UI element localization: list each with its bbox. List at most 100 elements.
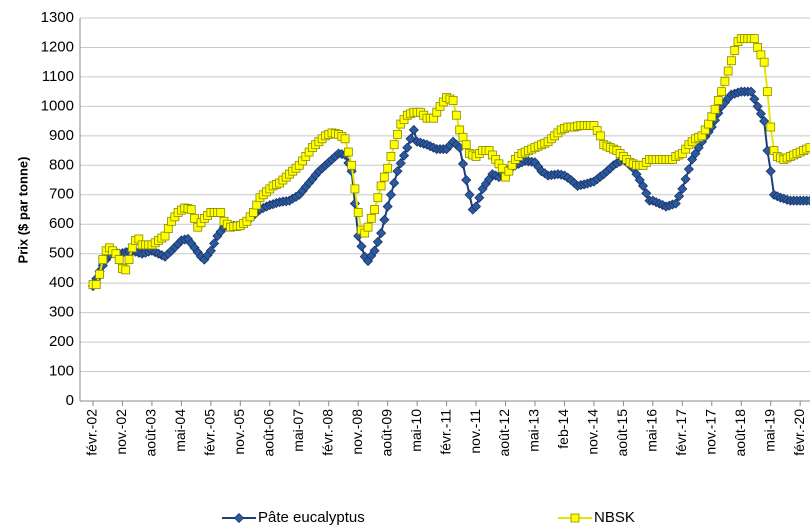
- x-tick-label: févr.-11: [437, 409, 453, 455]
- square-marker: [98, 255, 108, 264]
- square-marker: [749, 34, 759, 44]
- square-marker: [186, 205, 196, 214]
- y-tick-label: 100: [49, 363, 74, 380]
- square-marker: [370, 205, 379, 214]
- x-tick-label: août-09: [378, 409, 394, 457]
- legend-label: NBSK: [594, 509, 635, 526]
- series-0: [87, 86, 810, 292]
- square-marker: [127, 243, 137, 253]
- diamond-marker: [457, 158, 469, 169]
- square-marker: [347, 160, 357, 170]
- square-marker: [717, 87, 727, 97]
- square-marker: [340, 134, 350, 144]
- diamond-marker: [670, 198, 681, 209]
- diamond-marker: [389, 177, 400, 189]
- square-marker: [160, 231, 170, 241]
- square-marker: [249, 208, 258, 217]
- square-marker: [95, 269, 104, 279]
- square-marker: [379, 172, 389, 182]
- diamond-marker: [408, 124, 419, 136]
- y-tick-label: 900: [49, 127, 74, 144]
- y-tick-label: 1100: [42, 68, 74, 85]
- diamond-marker: [804, 195, 810, 206]
- diamond-marker: [372, 236, 383, 247]
- y-tick-label: 600: [49, 215, 74, 232]
- square-marker: [353, 208, 363, 217]
- square-marker: [376, 181, 386, 191]
- x-tick-label: nov.-05: [231, 409, 247, 455]
- square-marker: [363, 222, 373, 232]
- square-marker: [756, 50, 766, 60]
- x-tick-label: févr.-05: [202, 409, 218, 456]
- square-marker: [704, 119, 713, 129]
- square-marker: [121, 265, 131, 275]
- square-marker: [252, 200, 262, 210]
- diamond-marker: [385, 189, 396, 200]
- square-marker: [190, 213, 199, 223]
- square-marker: [759, 57, 769, 67]
- square-marker: [596, 131, 605, 141]
- diamond-marker: [392, 166, 403, 177]
- diamond-marker: [205, 245, 216, 256]
- diamond-marker: [233, 512, 245, 524]
- x-tick-label: nov.-17: [702, 409, 718, 455]
- square-marker: [720, 76, 730, 86]
- x-tick-label: févr.-02: [84, 409, 100, 456]
- diamond-marker: [356, 241, 367, 252]
- diamond-marker: [470, 201, 482, 212]
- square-marker: [766, 122, 776, 132]
- x-tick-label: nov.-11: [467, 409, 483, 454]
- x-tick-label: nov.-14: [585, 409, 601, 455]
- y-tick-label: 700: [49, 186, 74, 203]
- square-marker: [124, 255, 134, 264]
- square-marker: [389, 140, 399, 150]
- x-tick-label: mai-07: [290, 409, 306, 452]
- square-marker: [570, 513, 580, 523]
- x-tick-label: nov.-02: [113, 409, 129, 455]
- y-tick-label: 1200: [41, 38, 74, 55]
- diamond-marker: [755, 108, 766, 119]
- diamond-marker: [209, 238, 220, 249]
- square-marker: [452, 110, 461, 120]
- legend-label: Pâte eucalyptus: [258, 509, 365, 526]
- square-marker: [91, 280, 101, 290]
- x-tick-label: mai-04: [172, 409, 188, 452]
- y-axis-title: Prix ($ par tonne): [15, 157, 30, 264]
- square-marker: [216, 208, 226, 217]
- square-marker: [393, 129, 402, 139]
- x-tick-label: mai-19: [761, 409, 777, 452]
- diamond-marker: [395, 158, 406, 169]
- diamond-marker: [398, 150, 410, 161]
- x-tick-label: févr.-08: [319, 409, 335, 456]
- diamond-marker: [752, 101, 763, 112]
- diamond-marker: [673, 191, 685, 202]
- diamond-marker: [382, 201, 393, 212]
- x-tick-label: feb-14: [555, 409, 571, 449]
- square-marker: [763, 87, 772, 97]
- y-tick-label: 0: [66, 392, 74, 409]
- square-marker: [713, 96, 723, 105]
- square-marker: [461, 140, 471, 150]
- square-marker: [350, 184, 360, 194]
- diamond-marker: [637, 180, 649, 191]
- diamond-marker: [379, 214, 390, 225]
- square-marker: [455, 125, 465, 135]
- x-tick-label: nov.-08: [349, 409, 365, 455]
- y-tick-label: 1300: [41, 9, 74, 26]
- y-tick-label: 500: [49, 245, 74, 262]
- diamond-marker: [680, 174, 691, 185]
- square-marker: [114, 255, 124, 264]
- x-tick-label: mai-10: [408, 409, 424, 452]
- x-tick-label: févr.-17: [673, 409, 689, 456]
- square-marker: [730, 46, 740, 55]
- diamond-marker: [369, 245, 380, 256]
- square-marker: [753, 43, 763, 52]
- diamond-marker: [402, 142, 413, 153]
- y-tick-label: 400: [49, 274, 74, 291]
- y-tick-label: 300: [49, 304, 74, 321]
- square-marker: [343, 147, 353, 157]
- diamond-marker: [749, 93, 760, 105]
- square-marker: [805, 143, 810, 153]
